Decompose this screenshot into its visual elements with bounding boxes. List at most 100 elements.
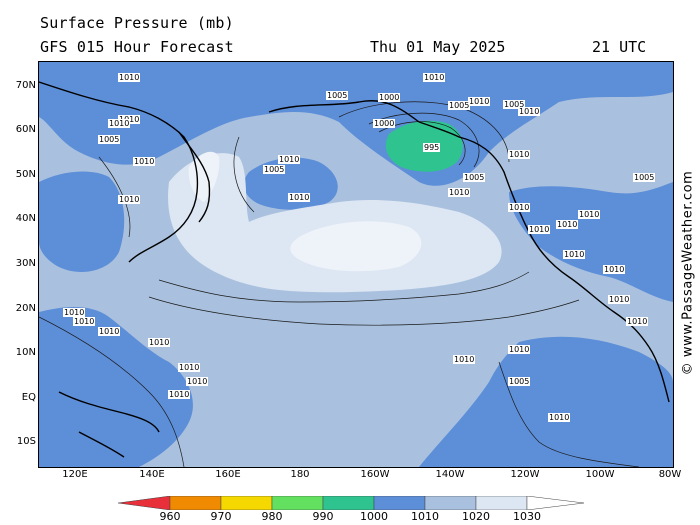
svg-text:1010: 1010	[64, 308, 84, 317]
pressure-band-1000-1010-north	[39, 62, 673, 186]
isobar-value-label: 1010	[518, 107, 540, 116]
scale-swatch-990-1000	[322, 496, 375, 510]
svg-text:1010: 1010	[529, 225, 549, 234]
isobar-value-label: 1010	[168, 390, 190, 399]
lat-label: 50N	[15, 169, 36, 180]
lon-label: 180	[290, 469, 310, 480]
scale-swatch-980-990	[271, 496, 324, 510]
isobar-value-label: 1010	[563, 250, 585, 259]
lon-label: 140E	[139, 469, 165, 480]
pressure-band-1000-1010-southeast	[419, 336, 673, 467]
scale-label: 970	[210, 510, 232, 523]
lon-label: 160W	[360, 469, 390, 480]
svg-text:1010: 1010	[187, 377, 207, 386]
isobar-value-label: 1010	[548, 413, 570, 422]
lon-label: 100W	[585, 469, 615, 480]
lon-label: 120W	[510, 469, 540, 480]
isobar-value-label: 1005	[448, 101, 470, 110]
svg-text:995: 995	[424, 143, 439, 152]
scale-label: 1030	[513, 510, 541, 523]
pressure-map[interactable]: 1010101010051000101010101005100510101010…	[38, 61, 674, 468]
isobar-value-label: 1005	[263, 165, 285, 174]
lon-label: 160E	[215, 469, 241, 480]
scale-label: 1000	[360, 510, 388, 523]
scale-label: 990	[312, 510, 334, 523]
isobar-value-label: 1010	[63, 308, 85, 317]
isobar-value-label: 1010	[288, 193, 310, 202]
svg-text:1005: 1005	[504, 100, 524, 109]
svg-text:1010: 1010	[509, 345, 529, 354]
scale-swatch-1000-1010	[373, 496, 426, 510]
isobar-value-label: 1010	[626, 317, 648, 326]
svg-text:1005: 1005	[99, 135, 119, 144]
svg-text:1000: 1000	[379, 93, 399, 102]
forecast-subtitle: GFS 015 Hour Forecast	[40, 38, 234, 56]
isobar-value-label: 1005	[633, 173, 655, 182]
lat-label: 10N	[15, 347, 36, 358]
svg-text:1010: 1010	[509, 150, 529, 159]
lat-label: 60N	[15, 124, 36, 135]
svg-text:1010: 1010	[149, 338, 169, 347]
isobar-value-label: 1005	[98, 135, 120, 144]
lat-label: 30N	[15, 258, 36, 269]
isobar-value-label: 1000	[373, 119, 395, 128]
svg-text:1010: 1010	[424, 73, 444, 82]
svg-text:1010: 1010	[169, 390, 189, 399]
isobar-value-label: 1010	[528, 225, 550, 234]
lat-label: 70N	[15, 80, 36, 91]
forecast-date: Thu 01 May 2025	[370, 38, 506, 56]
scale-swatch-1010-1020	[424, 496, 477, 510]
lon-label: 80W	[658, 469, 682, 480]
isobar-value-label: 1010	[186, 377, 208, 386]
svg-text:1005: 1005	[449, 101, 469, 110]
svg-text:1010: 1010	[99, 327, 119, 336]
svg-text:1000: 1000	[374, 119, 394, 128]
svg-text:1010: 1010	[604, 265, 624, 274]
pressure-band-1020-1030-core	[290, 221, 422, 272]
svg-text:1010: 1010	[109, 119, 129, 128]
svg-text:1010: 1010	[449, 188, 469, 197]
forecast-time: 21 UTC	[592, 38, 647, 56]
pressure-band-1020-1030-central	[168, 153, 502, 293]
isobar-value-label: 1010	[118, 195, 140, 204]
isobar-value-label: 1010	[603, 265, 625, 274]
isobar-value-label: 1005	[463, 173, 485, 182]
pressure-band-1000-1010-americas	[509, 182, 673, 302]
pressure-color-scale	[118, 496, 584, 510]
svg-text:1010: 1010	[454, 355, 474, 364]
lon-label: 140W	[435, 469, 465, 480]
isobar-value-label: 1010	[133, 157, 155, 166]
svg-text:1010: 1010	[609, 295, 629, 304]
svg-text:1010: 1010	[627, 317, 647, 326]
isobar-value-label: 1010	[278, 155, 300, 164]
isobar-value-label: 1005	[503, 100, 525, 109]
svg-text:1010: 1010	[557, 220, 577, 229]
isobar-value-label: 1010	[178, 363, 200, 372]
svg-text:1010: 1010	[119, 195, 139, 204]
lon-label: 120E	[62, 469, 88, 480]
isobar-value-label: 1005	[326, 91, 348, 100]
scale-swatch-960-970	[169, 496, 222, 510]
isobar-value-label: 1000	[378, 93, 400, 102]
svg-text:1010: 1010	[289, 193, 309, 202]
svg-text:1010: 1010	[134, 157, 154, 166]
lat-label: 40N	[15, 213, 36, 224]
svg-text:1005: 1005	[464, 173, 484, 182]
isobar-value-label: 1010	[468, 97, 490, 106]
scale-label: 1010	[411, 510, 439, 523]
isobar-value-label: 1010	[98, 327, 120, 336]
watermark-text: © www.PassageWeather.com	[680, 170, 696, 375]
isobar-value-label: 1010	[448, 188, 470, 197]
svg-text:1005: 1005	[634, 173, 654, 182]
isobar-value-label: 1010	[118, 73, 140, 82]
isobar-value-label: 1010	[453, 355, 475, 364]
svg-text:1005: 1005	[264, 165, 284, 174]
isobar-value-label: 1010	[423, 73, 445, 82]
svg-text:1010: 1010	[549, 413, 569, 422]
scale-label: 960	[159, 510, 181, 523]
scale-label: 1020	[462, 510, 490, 523]
isobar-value-label: 1010	[608, 295, 630, 304]
svg-text:1005: 1005	[327, 91, 347, 100]
isobar-value-label: 1010	[508, 150, 530, 159]
isobar-value-label: 1010	[556, 220, 578, 229]
